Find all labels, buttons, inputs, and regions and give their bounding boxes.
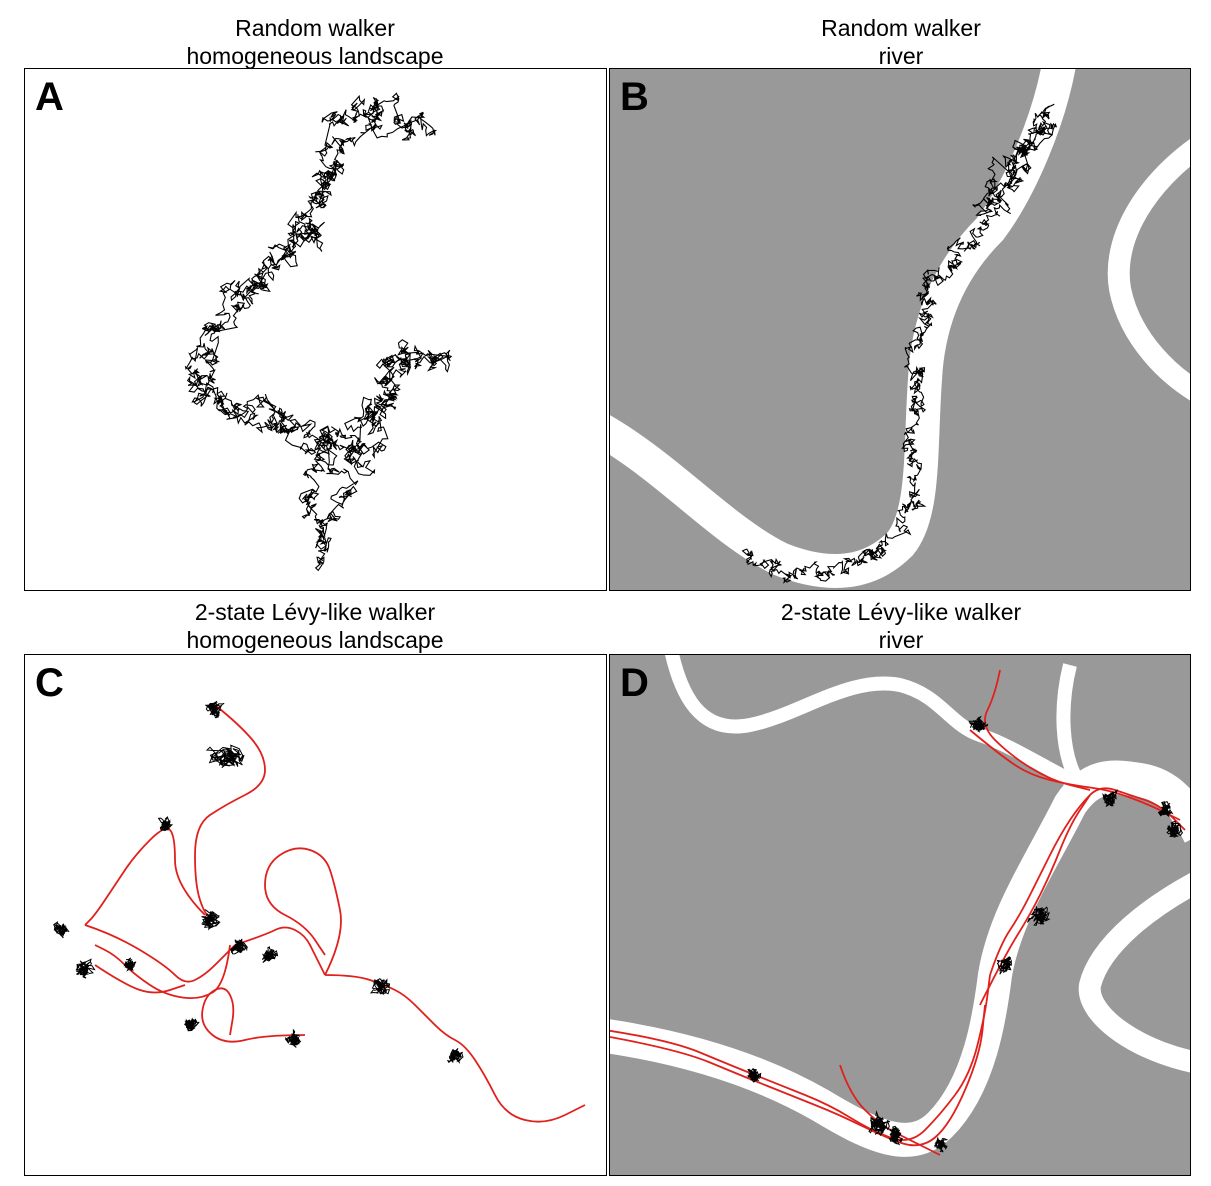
title-panel-b: Random walker river (601, 14, 1201, 70)
panel-d-letter: D (620, 661, 649, 705)
foraging-cluster (229, 938, 249, 955)
levy-flight-segment (94, 944, 231, 1000)
foraging-cluster (201, 909, 221, 931)
panel-a-plot (184, 92, 453, 572)
levy-flight-segment (201, 987, 306, 1043)
foraging-cluster (123, 957, 137, 972)
title-d-line2: river (878, 627, 924, 653)
title-panel-d: 2-state Lévy-like walker river (601, 598, 1201, 654)
foraging-cluster (746, 1068, 762, 1083)
foraging-cluster (1166, 820, 1184, 838)
foraging-cluster (157, 816, 173, 832)
foraging-cluster (184, 1017, 200, 1032)
foraging-cluster (968, 715, 989, 733)
levy-flight-segment (324, 974, 586, 1123)
panel-b-plot (610, 69, 1190, 590)
foraging-cluster (369, 978, 391, 996)
foraging-cluster (888, 1125, 903, 1146)
title-b-line1: Random walker (821, 15, 981, 41)
foraging-cluster (996, 956, 1013, 975)
foraging-cluster (204, 700, 225, 719)
foraging-cluster (446, 1048, 464, 1065)
title-panel-a: Random walker homogeneous landscape (15, 14, 615, 70)
foraging-cluster (261, 946, 279, 964)
land-area (610, 655, 1190, 1175)
panel-a-letter: A (35, 75, 64, 119)
foraging-cluster (205, 744, 245, 769)
foraging-cluster (1027, 906, 1051, 926)
panel-b: B (609, 68, 1191, 591)
levy-flight-segment (234, 926, 326, 976)
foraging-cluster (934, 1136, 949, 1153)
river-tributary (665, 655, 1084, 792)
walker-track (741, 103, 1057, 584)
walker-track (184, 92, 453, 572)
panel-a: A (24, 68, 607, 591)
title-b-line2: river (878, 43, 924, 69)
panel-c-letter: C (35, 661, 64, 705)
levy-flight-segment (84, 827, 206, 926)
title-d-line1: 2-state Lévy-like walker (780, 599, 1022, 625)
title-panel-c: 2-state Lévy-like walker homogeneous lan… (15, 598, 615, 654)
panel-d-plot (610, 655, 1190, 1175)
panel-d: D (609, 654, 1191, 1176)
title-a-line2: homogeneous landscape (186, 43, 444, 69)
levy-flight-segment (610, 1004, 986, 1147)
levy-flight-segment (84, 924, 236, 983)
panel-b-letter: B (620, 75, 649, 119)
panel-c: C (24, 654, 607, 1176)
title-c-line1: 2-state Lévy-like walker (194, 599, 436, 625)
foraging-cluster (868, 1110, 891, 1137)
title-c-line2: homogeneous landscape (186, 627, 444, 653)
panel-c-plot (53, 700, 586, 1123)
river-tributary-north (1056, 663, 1086, 789)
foraging-cluster (75, 958, 96, 979)
levy-flight-segment (610, 974, 991, 1141)
levy-flight-segment (989, 787, 1186, 976)
levy-flight-segment (979, 794, 1091, 1006)
levy-flight-segment (194, 704, 266, 921)
levy-flight-segment (984, 669, 1091, 791)
foraging-cluster (1157, 800, 1174, 818)
foraging-cluster (1102, 789, 1118, 807)
river-branch (1107, 139, 1190, 401)
river-channel (610, 69, 1076, 588)
river-branch-east (1078, 873, 1190, 1073)
levy-flight-segment (94, 964, 186, 994)
foraging-cluster (53, 921, 70, 939)
title-a-line1: Random walker (235, 15, 395, 41)
foraging-cluster (284, 1028, 302, 1048)
levy-flight-segment (264, 847, 342, 976)
